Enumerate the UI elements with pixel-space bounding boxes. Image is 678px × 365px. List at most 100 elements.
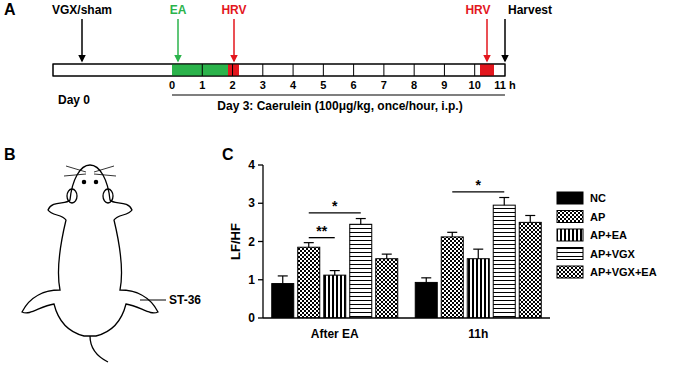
error-cap: [382, 254, 392, 255]
legend-swatch: [557, 211, 583, 223]
arrow: [233, 19, 235, 61]
mouse-eye: [82, 180, 85, 183]
arrow: [486, 19, 488, 61]
legend-swatch: [557, 192, 583, 204]
hour-label: 8: [411, 79, 417, 91]
error-bar: [421, 278, 431, 283]
arrow: [177, 19, 179, 61]
error-line: [426, 278, 427, 283]
bar: [376, 259, 398, 318]
error-cap: [278, 275, 288, 276]
legend-swatch: [557, 248, 583, 260]
panel-label: A: [4, 1, 16, 18]
hour-label: 6: [351, 79, 357, 91]
hour-label: 11 h: [494, 79, 516, 91]
legend-label: AP: [590, 211, 605, 223]
error-line: [452, 232, 453, 237]
mouse-body: [22, 165, 158, 336]
bar: [298, 247, 320, 318]
ea-label: EA: [170, 3, 187, 17]
hour-tick: [353, 64, 354, 76]
error-bar: [278, 276, 288, 284]
hour-tick: [383, 64, 384, 76]
error-cap: [525, 215, 535, 216]
arrow: [81, 19, 83, 61]
y-tick-label: 2: [248, 235, 255, 249]
legend-swatch: [557, 266, 583, 278]
bar: [350, 224, 372, 318]
y-tick: [258, 164, 263, 165]
hour-label: 9: [441, 79, 447, 91]
y-tick-label: 0: [248, 311, 255, 325]
hrv-label: HRV: [221, 3, 246, 17]
day0-label: Day 0: [58, 93, 90, 107]
hour-tick: [232, 64, 233, 76]
error-bar: [330, 271, 340, 276]
bars: [272, 198, 542, 318]
hour-label: 3: [260, 79, 266, 91]
hour-tick: [293, 64, 294, 76]
hour-tick: [323, 64, 324, 76]
hour-label: 2: [229, 79, 235, 91]
mouse-tail: [90, 336, 108, 362]
error-bar: [356, 219, 366, 225]
hour-tick: [262, 64, 263, 76]
mouse-ear: [67, 189, 77, 203]
hrv-segment: [480, 64, 494, 76]
hour-label: 10: [469, 79, 481, 91]
mouse-whisker: [94, 166, 114, 172]
bar: [415, 282, 437, 318]
y-tick: [258, 317, 263, 318]
legend-label: NC: [590, 192, 606, 204]
error-line: [530, 215, 531, 222]
y-axis-label: LF/HF: [228, 223, 243, 260]
error-line: [308, 243, 309, 248]
error-bar: [525, 215, 535, 222]
panel-label: B: [4, 146, 16, 163]
acupoint-pointer: [140, 300, 166, 301]
significance-label: *: [476, 177, 482, 193]
error-cap: [304, 242, 314, 243]
error-bar: [499, 198, 509, 206]
hour-label: 1: [199, 79, 205, 91]
hrv-segment: [228, 64, 239, 76]
hrv-label: HRV: [465, 3, 490, 17]
timeline-bar: [53, 64, 505, 76]
y-tick: [258, 241, 263, 242]
end-label: Harvest: [508, 3, 552, 17]
significance-label: **: [316, 223, 327, 239]
error-cap: [447, 232, 457, 233]
figure: ABC01234567891011 hDay 0Day 3: Caerulein…: [0, 0, 678, 365]
mouse-whisker: [64, 174, 86, 176]
hour-tick: [474, 64, 475, 76]
timeline-frame: [53, 64, 505, 76]
hour-label: 5: [320, 79, 326, 91]
mouse: [22, 165, 158, 362]
mouse-whisker: [94, 174, 116, 176]
error-cap: [421, 277, 431, 278]
legend-label: AP+EA: [590, 229, 627, 241]
x-tick-label: After EA: [311, 327, 359, 341]
bar: [441, 237, 463, 318]
error-line: [504, 198, 505, 206]
mouse-whisker: [66, 166, 86, 172]
error-bar: [447, 232, 457, 237]
start-label: VGX/sham: [52, 3, 112, 17]
error-cap: [356, 218, 366, 219]
x-axis: [263, 317, 550, 318]
error-bar: [304, 243, 314, 248]
hour-tick: [414, 64, 415, 76]
legend-label: AP+VGX: [590, 248, 636, 260]
hour-label: 0: [169, 79, 175, 91]
bar: [272, 284, 294, 318]
acupoint-label: ST-36: [169, 293, 201, 307]
significance-label: *: [332, 198, 338, 214]
error-line: [386, 254, 387, 259]
error-line: [478, 249, 479, 259]
error-bar: [473, 249, 483, 259]
error-line: [360, 219, 361, 225]
error-bar: [382, 254, 392, 259]
error-cap: [473, 249, 483, 250]
y-tick-label: 1: [248, 273, 255, 287]
legend-label: AP+VGX+EA: [590, 266, 657, 278]
